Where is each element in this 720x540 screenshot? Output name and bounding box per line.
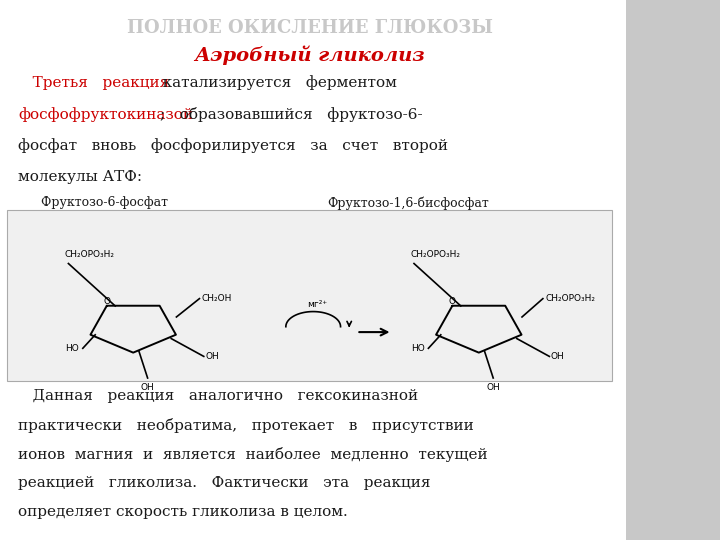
Text: мг²⁺: мг²⁺ — [307, 300, 327, 309]
Text: O: O — [103, 297, 110, 306]
Text: OH: OH — [140, 383, 155, 393]
Text: CH₂OH: CH₂OH — [202, 294, 232, 303]
Text: HO: HO — [411, 344, 425, 353]
Text: практически   необратима,   протекает   в   присутствии: практически необратима, протекает в прис… — [18, 418, 474, 433]
Text: OH: OH — [551, 352, 564, 361]
Text: Третья   реакция: Третья реакция — [18, 76, 169, 90]
Text: O: O — [449, 297, 456, 306]
Bar — [626, 0, 720, 540]
Text: фосфофруктокиназой: фосфофруктокиназой — [18, 107, 193, 122]
Text: Фруктозо-1,6-бисфосфат: Фруктозо-1,6-бисфосфат — [328, 196, 490, 210]
Text: Данная   реакция   аналогично   гексокиназной: Данная реакция аналогично гексокиназной — [18, 389, 418, 403]
Text: ПОЛНОЕ ОКИСЛЕНИЕ ГЛЮКОЗЫ: ПОЛНОЕ ОКИСЛЕНИЕ ГЛЮКОЗЫ — [127, 19, 492, 37]
Text: определяет скорость гликолиза в целом.: определяет скорость гликолиза в целом. — [18, 505, 348, 519]
Text: OH: OH — [205, 352, 219, 361]
Text: реакцией   гликолиза.   Фактически   эта   реакция: реакцией гликолиза. Фактически эта реакц… — [18, 476, 431, 490]
Text: ионов  магния  и  является  наиболее  медленно  текущей: ионов магния и является наиболее медленн… — [18, 447, 487, 462]
Text: Фруктозо-6-фосфат: Фруктозо-6-фосфат — [29, 196, 168, 209]
Text: ;   образовавшийся   фруктозо-6-: ; образовавшийся фруктозо-6- — [160, 107, 423, 122]
Text: катализируется   ферментом: катализируется ферментом — [148, 76, 397, 91]
Text: CH₂OPO₃H₂: CH₂OPO₃H₂ — [410, 250, 460, 259]
Text: фосфат   вновь   фосфорилируется   за   счет   второй: фосфат вновь фосфорилируется за счет вто… — [18, 138, 448, 153]
Text: OH: OH — [486, 383, 500, 393]
FancyBboxPatch shape — [7, 210, 612, 381]
Text: CH₂OPO₃H₂: CH₂OPO₃H₂ — [65, 250, 114, 259]
Text: CH₂OPO₃H₂: CH₂OPO₃H₂ — [545, 294, 595, 303]
Text: HO: HO — [66, 344, 79, 353]
Text: Аэробный гликолиз: Аэробный гликолиз — [194, 46, 425, 65]
Text: молекулы АТФ:: молекулы АТФ: — [18, 170, 142, 184]
